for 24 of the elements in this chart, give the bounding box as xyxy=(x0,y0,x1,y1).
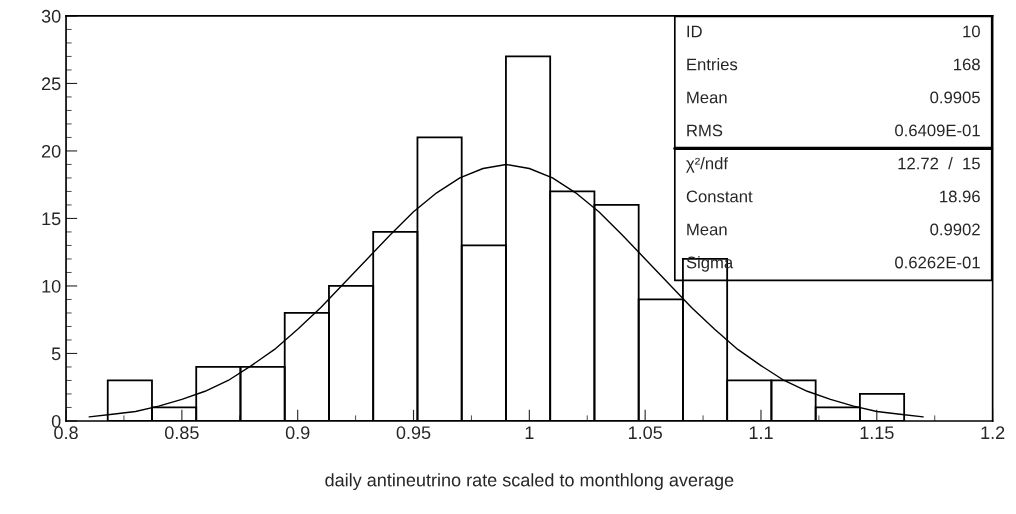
y-tick-label: 30 xyxy=(41,9,61,23)
text: ID 10 xyxy=(687,25,980,38)
y-tick-label: 5 xyxy=(51,347,61,361)
x-tick-label: 1.05 xyxy=(628,426,662,440)
y-tick-label: 20 xyxy=(42,144,61,158)
x-tick-label: 0.8 xyxy=(54,426,78,440)
text: RMS 0.6409E-01 xyxy=(687,124,980,137)
y-tick-label: 0 xyxy=(51,414,61,428)
x-tick-label: 0.9 xyxy=(285,426,310,440)
y-tick-label: 15 xyxy=(42,212,61,226)
x-tick-label: 1 xyxy=(525,426,534,439)
x-tick-label: 0.85 xyxy=(165,426,199,440)
x-tick-label: 1.1 xyxy=(749,426,773,439)
text: Mean 0.9905 xyxy=(687,91,980,104)
text: χ²/ndf 12.72 / 15 xyxy=(686,157,980,173)
x-tick-label: 0.95 xyxy=(396,426,431,440)
y-tick-label: 10 xyxy=(42,279,61,293)
y-tick-label: 25 xyxy=(42,77,61,91)
text: Mean 0.9902 xyxy=(687,223,980,236)
x-tick-label: 1.15 xyxy=(860,426,894,440)
x-tick-label: 1.2 xyxy=(981,426,1005,439)
text: Entries 168 xyxy=(687,58,980,71)
x-axis-title: daily antineutrino rate scaled to monthlong average xyxy=(325,473,734,491)
text: Constant 18.96 xyxy=(686,190,980,203)
